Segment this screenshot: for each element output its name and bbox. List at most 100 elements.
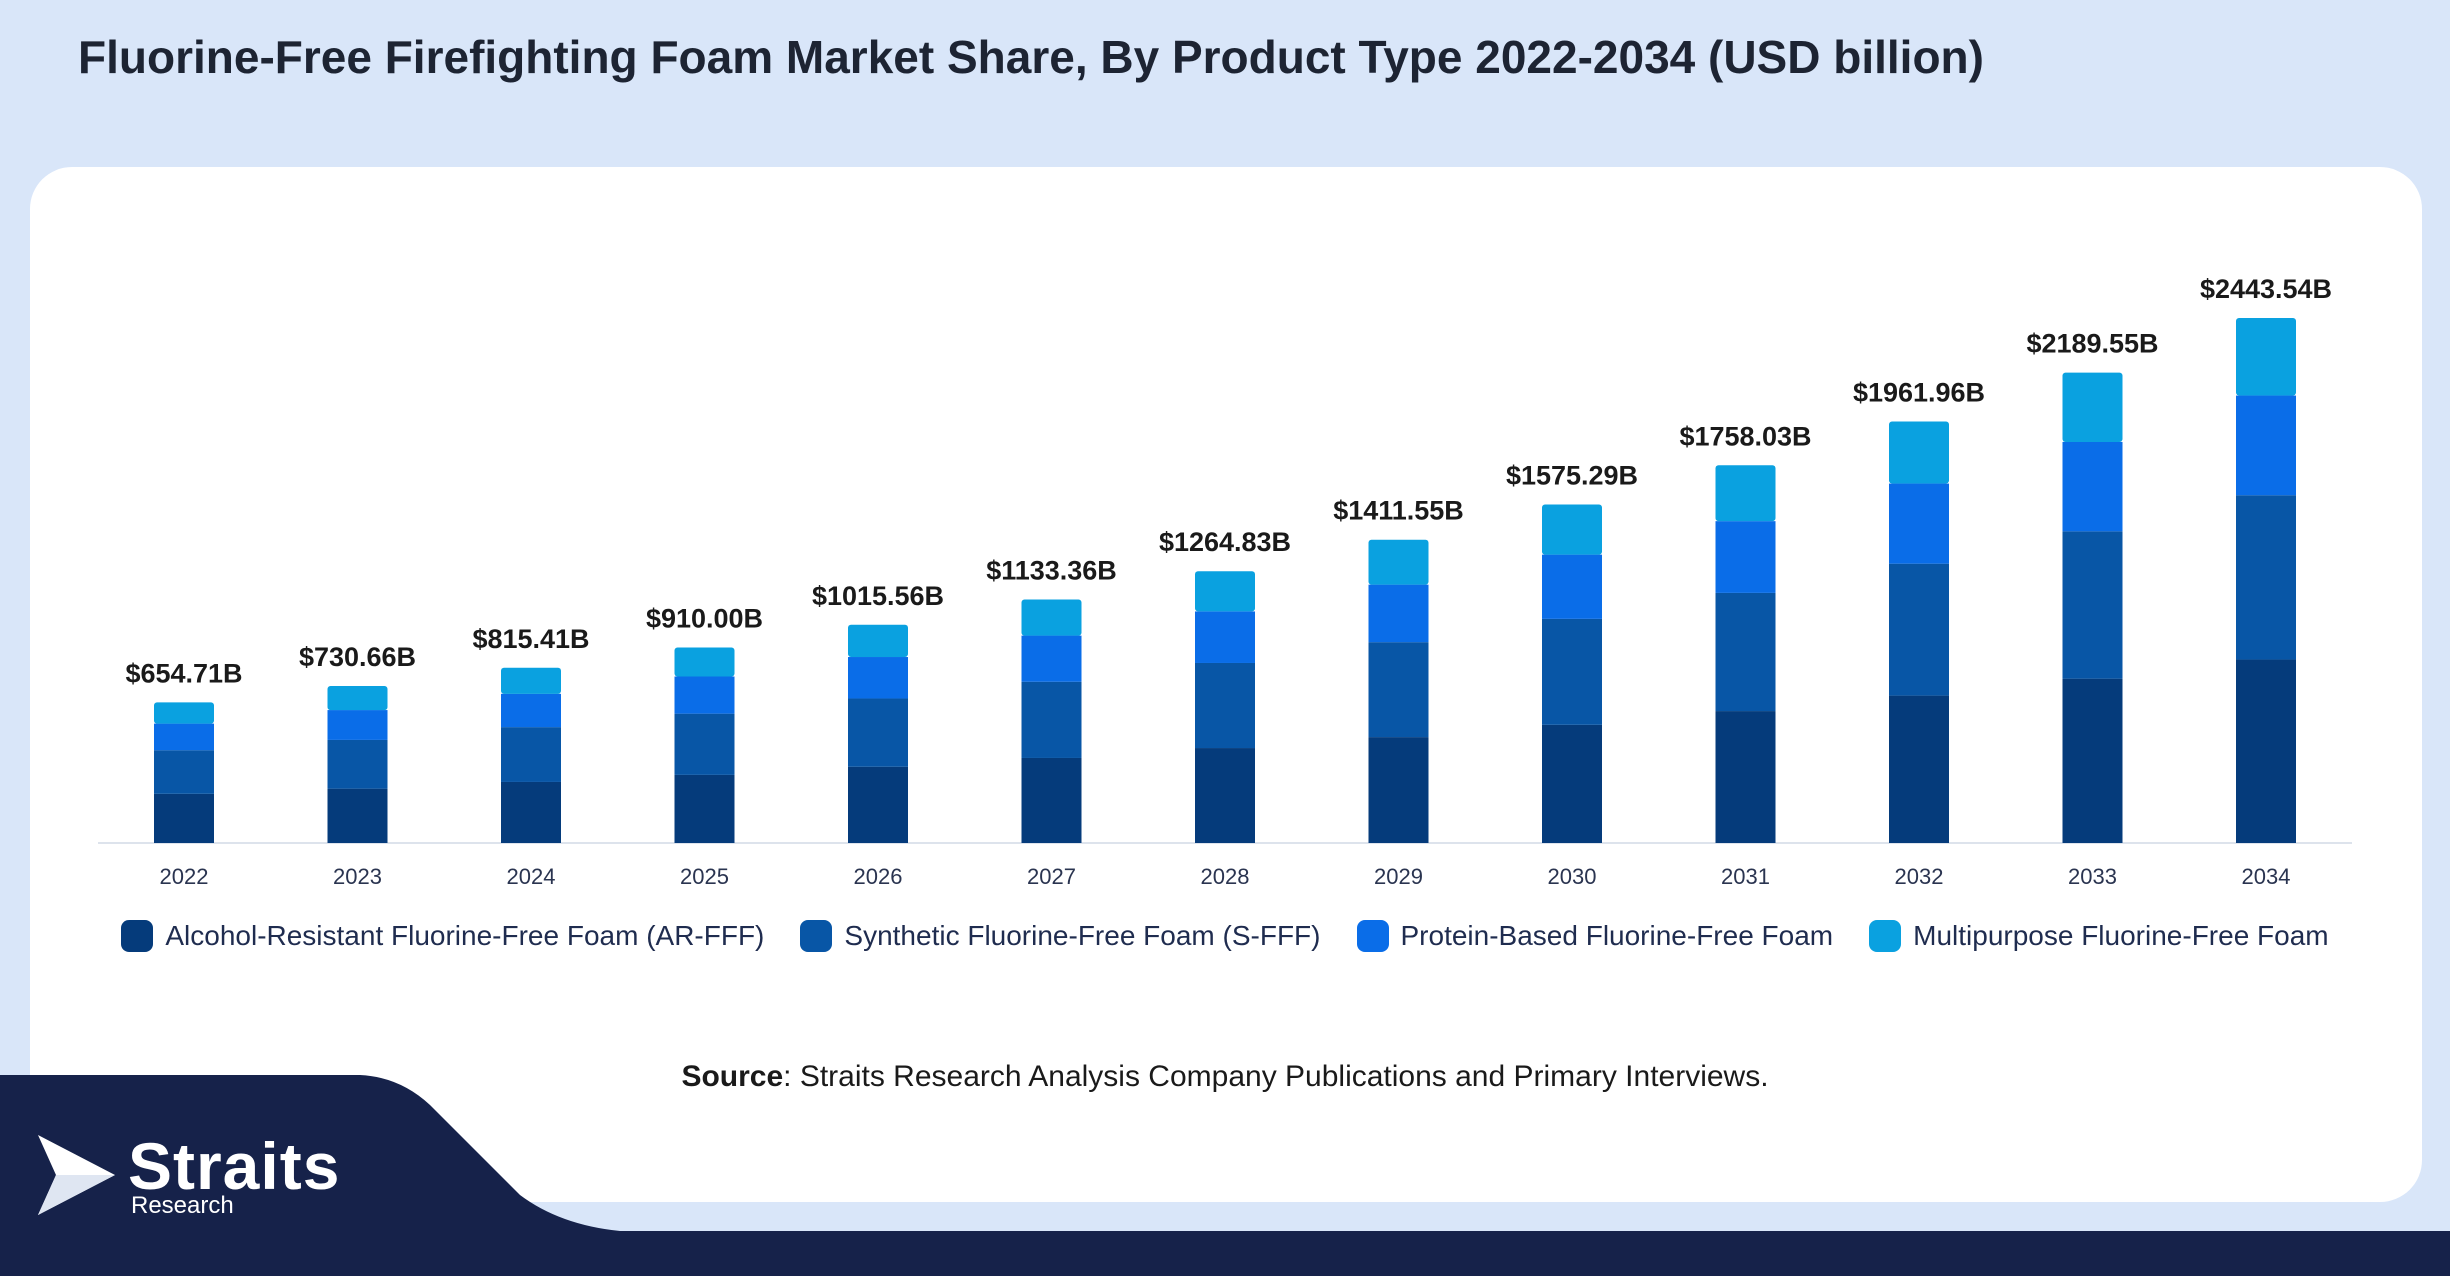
bar-segment-2030-1 bbox=[1542, 724, 1602, 843]
bar-segment-2030-4 bbox=[1542, 504, 1602, 555]
legend-swatch-4 bbox=[1869, 920, 1902, 952]
x-tick-label-2032: 2032 bbox=[1895, 864, 1944, 889]
bar-segment-2033-3 bbox=[2062, 441, 2123, 532]
bar-segment-2022-4 bbox=[154, 702, 214, 724]
bar-segment-2028-3 bbox=[1195, 611, 1255, 663]
bar-segment-2024-2 bbox=[501, 727, 561, 782]
x-tick-label-2034: 2034 bbox=[2242, 864, 2291, 889]
bar-segment-2034-3 bbox=[2236, 395, 2296, 496]
bar-segment-2027-2 bbox=[1021, 681, 1082, 758]
legend-item-2: Synthetic Fluorine-Free Foam (S-FFF) bbox=[800, 920, 1321, 952]
total-label-2032: $1961.96B bbox=[1853, 377, 1985, 407]
bar-segment-2031-2 bbox=[1715, 592, 1776, 712]
bar-segment-2023-4 bbox=[327, 686, 388, 711]
total-label-2029: $1411.55B bbox=[1333, 496, 1464, 526]
bar-segment-2024-4 bbox=[501, 667, 561, 694]
total-label-2024: $815.41B bbox=[472, 624, 589, 654]
bar-segment-2026-2 bbox=[848, 698, 908, 767]
x-tick-label-2026: 2026 bbox=[854, 864, 903, 889]
straits-logo-icon bbox=[38, 1135, 115, 1215]
legend-label-3: Protein-Based Fluorine-Free Foam bbox=[1400, 920, 1834, 951]
bar-segment-2034-2 bbox=[2236, 495, 2296, 660]
total-label-2034: $2443.54B bbox=[2200, 274, 2332, 304]
legend-swatch-2 bbox=[800, 920, 833, 952]
bar-segment-2026-4 bbox=[848, 624, 908, 658]
x-tick-label-2023: 2023 bbox=[333, 864, 382, 889]
legend-swatch-3 bbox=[1356, 920, 1389, 952]
bar-segment-2027-1 bbox=[1021, 757, 1082, 843]
bar-segment-2033-1 bbox=[2062, 678, 2123, 843]
bar-segment-2024-3 bbox=[501, 693, 561, 728]
total-label-2023: $730.66B bbox=[299, 642, 416, 672]
x-tick-label-2024: 2024 bbox=[507, 864, 556, 889]
total-label-2022: $654.71B bbox=[125, 658, 242, 688]
source-note: Source: Straits Research Analysis Compan… bbox=[0, 1060, 2450, 1094]
bar-segment-2030-2 bbox=[1542, 618, 1602, 725]
bar-segment-2023-1 bbox=[327, 788, 388, 843]
bar-segment-2025-1 bbox=[674, 774, 735, 843]
bar-segment-2025-3 bbox=[674, 676, 735, 714]
total-label-2030: $1575.29B bbox=[1506, 461, 1638, 491]
x-tick-label-2025: 2025 bbox=[680, 864, 729, 889]
bar-segment-2031-3 bbox=[1715, 521, 1776, 593]
bar-segment-2031-4 bbox=[1715, 465, 1776, 522]
bar-segment-2022-1 bbox=[154, 793, 214, 843]
x-tick-label-2031: 2031 bbox=[1721, 864, 1770, 889]
source-text: : Straits Research Analysis Company Publ… bbox=[783, 1060, 1769, 1093]
bar-segment-2029-1 bbox=[1368, 737, 1429, 843]
bar-segment-2026-1 bbox=[848, 766, 908, 843]
bar-segment-2032-2 bbox=[1889, 563, 1949, 696]
bar-segment-2025-4 bbox=[674, 647, 735, 677]
chart-legend: Alcohol-Resistant Fluorine-Free Foam (AR… bbox=[0, 920, 2450, 952]
bar-segment-2033-4 bbox=[2062, 372, 2123, 442]
bar-segment-2030-3 bbox=[1542, 554, 1602, 619]
logo-subtitle: Research bbox=[131, 1192, 234, 1219]
bar-segment-2028-2 bbox=[1195, 662, 1255, 749]
x-tick-label-2030: 2030 bbox=[1548, 864, 1597, 889]
legend-label-4: Multipurpose Fluorine-Free Foam bbox=[1913, 920, 2329, 951]
bar-segment-2031-1 bbox=[1715, 711, 1776, 843]
legend-swatch-1 bbox=[121, 920, 154, 952]
bar-segment-2032-1 bbox=[1889, 695, 1949, 843]
footer-band bbox=[0, 1075, 2450, 1276]
total-label-2025: $910.00B bbox=[646, 603, 763, 633]
bar-segment-2024-1 bbox=[501, 781, 561, 843]
x-tick-label-2029: 2029 bbox=[1374, 864, 1423, 889]
legend-label-1: Alcohol-Resistant Fluorine-Free Foam (AR… bbox=[165, 920, 765, 951]
bar-segment-2032-3 bbox=[1889, 483, 1949, 564]
total-label-2027: $1133.36B bbox=[986, 555, 1117, 585]
chart-title: Fluorine-Free Firefighting Foam Market S… bbox=[78, 31, 1984, 83]
bar-segment-2027-3 bbox=[1021, 635, 1082, 682]
bar-segment-2023-2 bbox=[327, 739, 388, 789]
bar-segment-2029-3 bbox=[1368, 584, 1429, 643]
x-tick-label-2028: 2028 bbox=[1201, 864, 1250, 889]
legend-item-1: Alcohol-Resistant Fluorine-Free Foam (AR… bbox=[121, 920, 764, 952]
bar-segment-2022-2 bbox=[154, 750, 214, 794]
bar-segment-2029-4 bbox=[1368, 539, 1429, 585]
bar-segment-2028-4 bbox=[1195, 571, 1255, 612]
source-label: Source bbox=[681, 1060, 784, 1093]
bar-segment-2029-2 bbox=[1368, 642, 1429, 738]
bar-segment-2034-1 bbox=[2236, 659, 2296, 843]
total-label-2031: $1758.03B bbox=[1679, 421, 1811, 451]
total-label-2026: $1015.56B bbox=[812, 581, 944, 611]
total-label-2033: $2189.55B bbox=[2026, 329, 2158, 359]
bar-segment-2025-2 bbox=[674, 713, 735, 775]
bar-segment-2032-4 bbox=[1889, 421, 1949, 484]
legend-label-2: Synthetic Fluorine-Free Foam (S-FFF) bbox=[844, 920, 1321, 951]
x-tick-label-2027: 2027 bbox=[1027, 864, 1076, 889]
bar-segment-2034-4 bbox=[2236, 318, 2296, 396]
bar-segment-2027-4 bbox=[1021, 599, 1082, 636]
bar-segment-2026-3 bbox=[848, 657, 908, 699]
bar-segment-2028-1 bbox=[1195, 748, 1255, 843]
x-tick-label-2022: 2022 bbox=[160, 864, 209, 889]
legend-item-4: Multipurpose Fluorine-Free Foam bbox=[1869, 920, 2329, 952]
total-label-2028: $1264.83B bbox=[1159, 527, 1291, 557]
bar-segment-2022-3 bbox=[154, 723, 214, 751]
bar-segment-2023-3 bbox=[327, 710, 388, 740]
legend-item-3: Protein-Based Fluorine-Free Foam bbox=[1356, 920, 1834, 952]
bar-segment-2033-2 bbox=[2062, 531, 2123, 679]
x-tick-label-2033: 2033 bbox=[2068, 864, 2117, 889]
logo-name: Straits bbox=[128, 1129, 341, 1203]
